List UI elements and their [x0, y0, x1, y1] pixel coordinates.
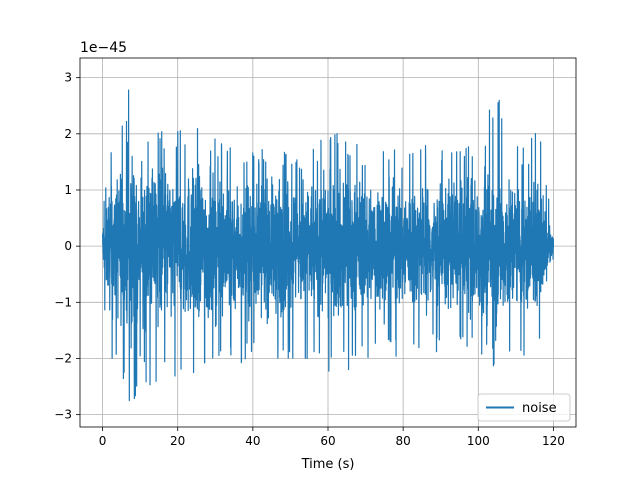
noise-line: [101, 89, 555, 402]
legend-entry-noise: noise: [522, 401, 557, 416]
x-axis-label: Time (s): [301, 457, 355, 472]
y-axis-ticks: −3 −2 −1 0 1 2 3: [54, 71, 80, 422]
x-tick-label: 0: [99, 434, 107, 448]
y-tick-label: 2: [64, 127, 72, 141]
y-tick-label: 3: [64, 71, 72, 85]
y-offset-text: 1e−45: [80, 40, 127, 56]
series-noise: [101, 89, 555, 402]
x-tick-label: 20: [170, 434, 185, 448]
legend-frame: [477, 393, 571, 422]
y-tick-label: 0: [64, 239, 72, 253]
y-tick-label: −1: [54, 295, 72, 309]
legend: noise: [477, 393, 571, 422]
y-tick-label: −2: [54, 351, 72, 365]
x-tick-label: 80: [396, 434, 411, 448]
y-tick-label: 1: [64, 183, 72, 197]
x-tick-label: 120: [542, 434, 565, 448]
x-axis-ticks: 0 20 40 60 80 100 120: [99, 427, 565, 448]
x-tick-label: 60: [320, 434, 335, 448]
x-tick-label: 100: [467, 434, 490, 448]
y-tick-label: −3: [54, 408, 72, 422]
x-tick-label: 40: [245, 434, 260, 448]
